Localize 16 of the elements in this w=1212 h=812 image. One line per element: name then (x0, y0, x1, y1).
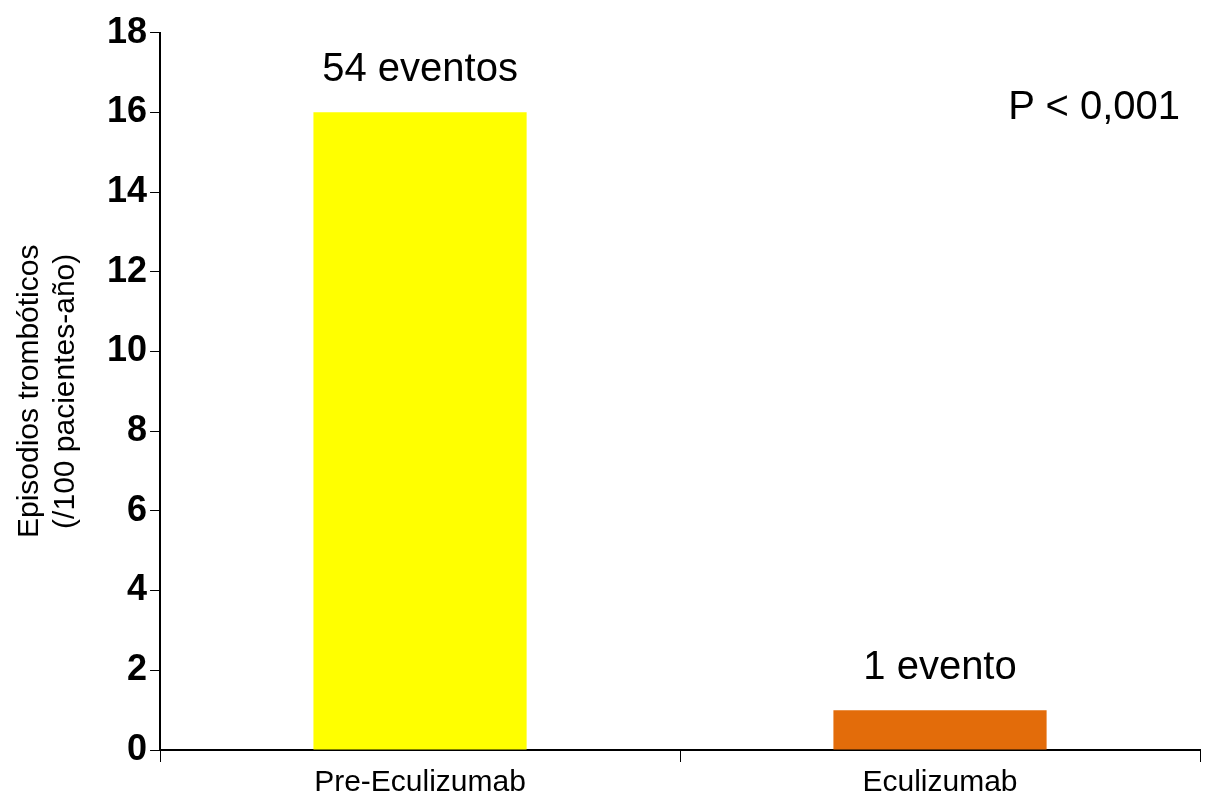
annotation: P < 0,001 (1008, 82, 1180, 127)
annotation: 54 eventos (322, 45, 518, 90)
y-tick-label: 10 (107, 328, 148, 370)
y-tick-label: 6 (127, 487, 148, 529)
y-tick-label: 0 (127, 726, 148, 768)
y-tick-label: 18 (107, 9, 148, 51)
x-tick-label: Pre-Eculizumab (314, 764, 526, 798)
y-tick-label: 4 (127, 567, 148, 609)
y-tick-label: 12 (107, 248, 148, 290)
y-tick-label: 16 (107, 89, 148, 131)
y-tick-label: 8 (127, 408, 148, 450)
y-tick-label: 2 (127, 647, 148, 689)
y-axis-title: Episodios trombóticos (/100 pacientes-año) (11, 244, 81, 539)
x-tick-label: Eculizumab (862, 764, 1018, 798)
y-tick-label: 14 (107, 168, 148, 210)
annotation: 1 evento (863, 643, 1017, 688)
